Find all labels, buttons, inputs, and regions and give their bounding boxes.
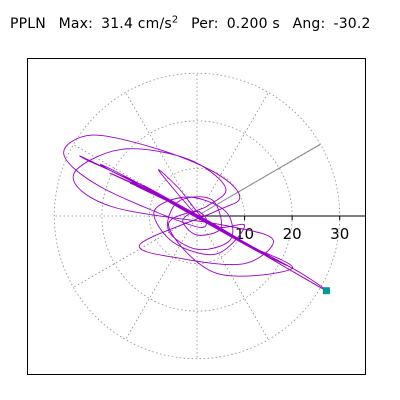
radial-tick-label-20: 20 bbox=[283, 225, 302, 243]
grid-spoke-210 bbox=[73, 215, 198, 288]
grid-spoke-240 bbox=[125, 215, 198, 340]
max-value: 31.4 cm/s2 bbox=[101, 14, 179, 32]
max-point-marker bbox=[322, 287, 330, 295]
station-code: PPLN bbox=[10, 15, 46, 32]
radial-tick-label-10: 10 bbox=[235, 225, 254, 243]
max-label: Max: bbox=[58, 15, 94, 32]
max-value-text: 31.4 cm/s bbox=[101, 15, 172, 32]
marker-layer bbox=[322, 287, 330, 295]
radial-axis: 10 20 30 bbox=[197, 215, 365, 243]
angle-value: -30.2 bbox=[333, 15, 371, 32]
max-unit-exponent: 2 bbox=[171, 14, 179, 25]
series-line-0 bbox=[63, 134, 327, 292]
polar-chart: 10 20 30 bbox=[53, 72, 365, 360]
radial-tick-label-30: 30 bbox=[330, 225, 349, 243]
azimuth-line bbox=[196, 143, 321, 217]
angle-label: Ang: bbox=[292, 15, 326, 32]
chart-header: PPLN Max: 31.4 cm/s2 Per: 0.200 s Ang: -30.… bbox=[10, 14, 379, 32]
period-value: 0.200 s bbox=[226, 15, 280, 32]
plot-frame: 10 20 30 bbox=[27, 58, 366, 375]
series-layer bbox=[63, 134, 327, 292]
period-label: Per: bbox=[191, 15, 219, 32]
